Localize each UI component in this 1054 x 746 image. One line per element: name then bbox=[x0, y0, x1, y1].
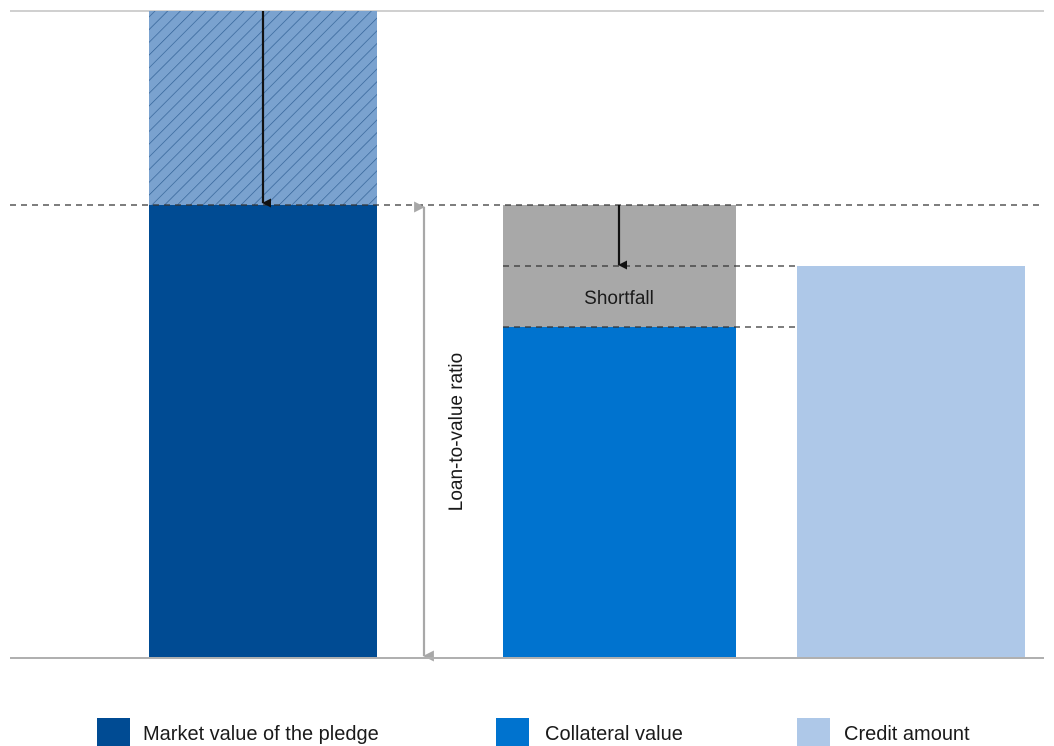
legend-label-collateral-value: Collateral value bbox=[545, 723, 683, 745]
legend-swatch-collateral-value bbox=[496, 718, 529, 746]
legend-label-market-value: Market value of the pledge bbox=[143, 723, 379, 745]
collateral-value-bar bbox=[503, 327, 736, 658]
credit-amount-bar bbox=[797, 266, 1025, 658]
loan-to-value-label: Loan-to-value ratio bbox=[446, 353, 467, 511]
legend-label-credit-amount: Credit amount bbox=[844, 723, 970, 745]
legend-swatch-market-value bbox=[97, 718, 130, 746]
legend: Market value of the pledge Collateral va… bbox=[97, 718, 970, 746]
shortfall-label: Shortfall bbox=[584, 288, 654, 309]
market-value-bar bbox=[149, 205, 377, 658]
legend-swatch-credit-amount bbox=[797, 718, 830, 746]
